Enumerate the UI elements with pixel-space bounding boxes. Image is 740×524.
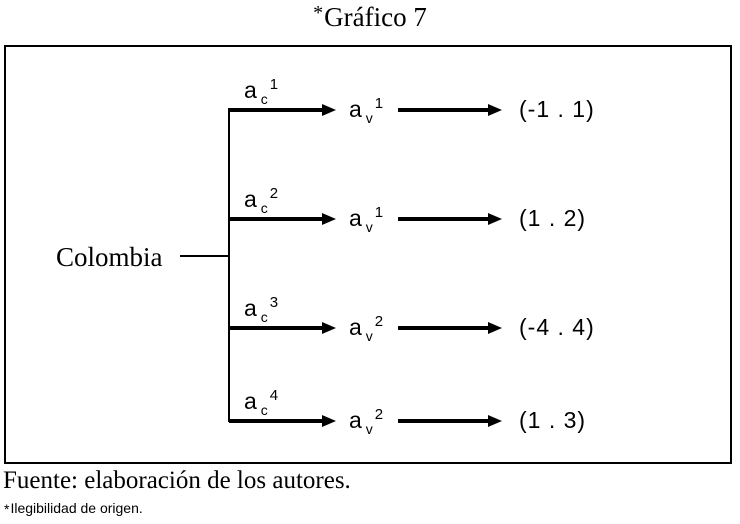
branch-label-ac2: a c2 <box>244 185 279 216</box>
node-label-av1: a v1 <box>349 95 384 126</box>
arrow-shaft <box>398 326 488 330</box>
result-tuple: (1 . 2) <box>519 205 587 231</box>
node-label-av2: a v2 <box>349 406 384 437</box>
arrow-head-icon <box>488 104 502 116</box>
title-text: Gráfico 7 <box>324 2 427 32</box>
branch-spine-line <box>228 108 230 422</box>
arrow-head-icon <box>322 322 336 334</box>
arrow-shaft <box>398 419 488 423</box>
branch-row-2: a c2 a v1 (1 . 2) <box>6 184 734 254</box>
branch-row-4: a c4 a v2 (1 . 3) <box>6 386 734 456</box>
branch-row-1: a c1 a v1 (-1 . 1) <box>6 75 734 145</box>
arrow-shaft <box>229 108 322 112</box>
arrow-head-icon <box>488 213 502 225</box>
source-caption: Fuente: elaboración de los autores. <box>3 467 351 494</box>
footnote-asterisk: * <box>4 501 10 517</box>
branch-row-3: a c3 a v2 (-4 . 4) <box>6 293 734 363</box>
arrow-head-icon <box>322 104 336 116</box>
arrow-head-icon <box>322 213 336 225</box>
root-node-label: Colombia <box>56 242 163 272</box>
node-label-av2: a v2 <box>349 313 384 344</box>
diagram-frame: Colombia a c1 a v1 (-1 . 1) a c2 a v1 (1 . 2… <box>4 45 732 464</box>
result-tuple: (-4 . 4) <box>519 314 595 340</box>
arrow-head-icon <box>488 322 502 334</box>
arrow-shaft <box>398 217 488 221</box>
result-tuple: (1 . 3) <box>519 407 587 433</box>
branch-label-ac4: a c4 <box>244 387 279 418</box>
root-connector-line <box>180 255 230 257</box>
arrow-head-icon <box>322 415 336 427</box>
figure-title: *Gráfico 7 <box>0 1 740 36</box>
arrow-shaft <box>229 419 322 423</box>
branch-label-ac1: a c1 <box>244 76 279 107</box>
arrow-shaft <box>398 108 488 112</box>
title-asterisk: * <box>313 2 324 24</box>
footnote-text: Ilegibilidad de origen. <box>10 500 143 516</box>
arrow-head-icon <box>488 415 502 427</box>
arrow-shaft <box>229 326 322 330</box>
arrow-shaft <box>229 217 322 221</box>
result-tuple: (-1 . 1) <box>519 96 595 122</box>
node-label-av1: a v1 <box>349 204 384 235</box>
branch-label-ac3: a c3 <box>244 294 279 325</box>
footnote: *Ilegibilidad de origen. <box>4 500 143 517</box>
